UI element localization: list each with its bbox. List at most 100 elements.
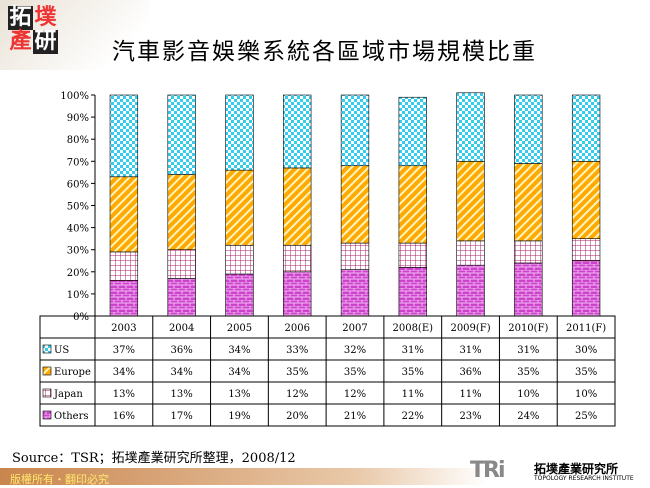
bar-japan: [398, 242, 427, 268]
data-label: 36%: [459, 367, 481, 378]
legend-label: US: [54, 345, 69, 356]
data-label: 31%: [517, 345, 539, 356]
data-label: 25%: [575, 411, 597, 422]
y-tick-label: 20%: [67, 268, 89, 279]
legend-swatch-others: [42, 410, 52, 420]
x-tick-label: 2005: [227, 323, 252, 334]
data-label: 34%: [171, 367, 193, 378]
data-label: 12%: [344, 389, 366, 400]
legend-swatch-europe: [42, 366, 52, 376]
data-label: 37%: [113, 345, 135, 356]
x-tick-label: 2008(E): [392, 323, 433, 334]
x-tick-label: 2003: [111, 323, 136, 334]
bar-europe: [283, 167, 312, 246]
data-label: 35%: [344, 367, 366, 378]
data-label: 19%: [228, 411, 250, 422]
bar-others: [225, 273, 254, 317]
bar-europe: [109, 176, 139, 253]
bar-us: [109, 94, 139, 178]
y-tick-label: 100%: [60, 91, 89, 102]
legend-label: Others: [54, 411, 89, 422]
data-label: 32%: [344, 345, 366, 356]
bar-japan: [167, 249, 196, 279]
y-tick-label: 40%: [67, 224, 89, 235]
bar-japan: [340, 242, 370, 270]
data-label: 23%: [459, 411, 481, 422]
data-label: 13%: [228, 389, 250, 400]
data-label: 17%: [171, 411, 193, 422]
bar-europe: [398, 165, 427, 244]
bar-japan: [109, 251, 139, 281]
data-label: 20%: [286, 411, 308, 422]
copyright-text: 版權所有・翻印必究: [10, 473, 109, 486]
data-label: 36%: [171, 345, 193, 356]
data-label: 13%: [171, 389, 193, 400]
logo: 拓墣產研: [8, 5, 58, 54]
x-tick-label: 2010(F): [508, 323, 548, 334]
data-label: 10%: [517, 389, 539, 400]
x-tick-label: 2006: [284, 323, 309, 334]
bar-europe: [456, 161, 485, 242]
y-tick-label: 50%: [67, 202, 89, 213]
data-label: 34%: [113, 367, 135, 378]
y-tick-label: 90%: [67, 113, 89, 124]
y-tick-label: 10%: [67, 290, 89, 301]
legend-swatch-japan: [42, 388, 52, 398]
stacked-bar-chart: 0% 10% 20% 30% 40% 50% 60% 70% 80% 90% 100% 2003 20…: [39, 91, 616, 427]
bar-us: [283, 94, 312, 169]
data-label: 12%: [286, 389, 308, 400]
bar-japan: [225, 244, 254, 275]
data-label: 30%: [575, 345, 597, 356]
bar-europe: [225, 169, 254, 246]
bar-others: [167, 278, 196, 317]
bar-others: [456, 264, 485, 317]
legend-label: Europe: [54, 367, 91, 378]
bar-us: [340, 94, 370, 167]
bar-us: [167, 94, 196, 175]
y-tick-label: 60%: [67, 179, 89, 190]
data-label: 31%: [402, 345, 424, 356]
y-tick-label: 80%: [67, 135, 89, 146]
bar-others: [340, 269, 370, 317]
data-label: 13%: [113, 389, 135, 400]
bar-japan: [571, 238, 601, 262]
x-tick-label: 2004: [169, 323, 194, 334]
bar-europe: [167, 174, 196, 250]
data-label: 11%: [402, 389, 424, 400]
x-tick-label: 2011(F): [566, 323, 606, 334]
bar-us: [398, 96, 427, 167]
data-label: 10%: [575, 389, 597, 400]
data-label: 34%: [228, 367, 250, 378]
data-label: 35%: [517, 367, 539, 378]
data-label: 24%: [517, 411, 539, 422]
data-label: 16%: [113, 411, 135, 422]
data-label: 33%: [286, 345, 308, 356]
bar-us: [514, 94, 543, 164]
y-tick-label: 0%: [73, 312, 89, 323]
bar-us: [225, 94, 254, 171]
data-label: 35%: [286, 367, 308, 378]
bar-others: [283, 271, 312, 317]
y-tick-label: 70%: [67, 157, 89, 168]
bar-others: [571, 260, 601, 317]
data-label: 21%: [344, 411, 366, 422]
bar-us: [456, 92, 485, 162]
data-label: 22%: [402, 411, 424, 422]
bar-japan: [283, 244, 312, 273]
x-tick-label: 2009(F): [450, 323, 490, 334]
bar-japan: [514, 240, 543, 264]
data-label: 31%: [459, 345, 481, 356]
footer-bar: 版權所有・翻印必究: [0, 468, 650, 486]
legend-swatch-us: [42, 344, 52, 354]
data-label: 34%: [228, 345, 250, 356]
bar-europe: [514, 163, 543, 242]
bar-europe: [340, 165, 370, 244]
bar-others: [398, 267, 427, 317]
data-label: 35%: [575, 367, 597, 378]
data-label: 11%: [459, 389, 481, 400]
y-tick-label: 30%: [67, 246, 89, 257]
bar-others: [109, 280, 139, 317]
data-label: 35%: [402, 367, 424, 378]
source-note: Source：TSR；拓墣產業研究所整理，2008/12: [12, 451, 296, 466]
page-title: 汽車影音娛樂系統各區域市場規模比重: [112, 39, 537, 65]
